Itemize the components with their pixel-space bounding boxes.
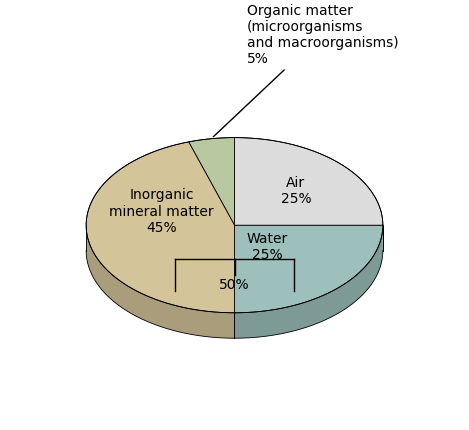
- Text: Water
25%: Water 25%: [247, 231, 288, 261]
- Polygon shape: [234, 226, 383, 313]
- Polygon shape: [86, 225, 234, 338]
- Text: Inorganic
mineral matter
45%: Inorganic mineral matter 45%: [109, 188, 214, 234]
- Polygon shape: [234, 226, 383, 338]
- Text: Air
25%: Air 25%: [280, 176, 311, 206]
- Polygon shape: [86, 143, 234, 313]
- Polygon shape: [234, 138, 383, 226]
- Text: 50%: 50%: [219, 278, 250, 292]
- Text: Organic matter
(microorganisms
and macroorganisms)
5%: Organic matter (microorganisms and macro…: [213, 3, 398, 138]
- Polygon shape: [189, 138, 234, 226]
